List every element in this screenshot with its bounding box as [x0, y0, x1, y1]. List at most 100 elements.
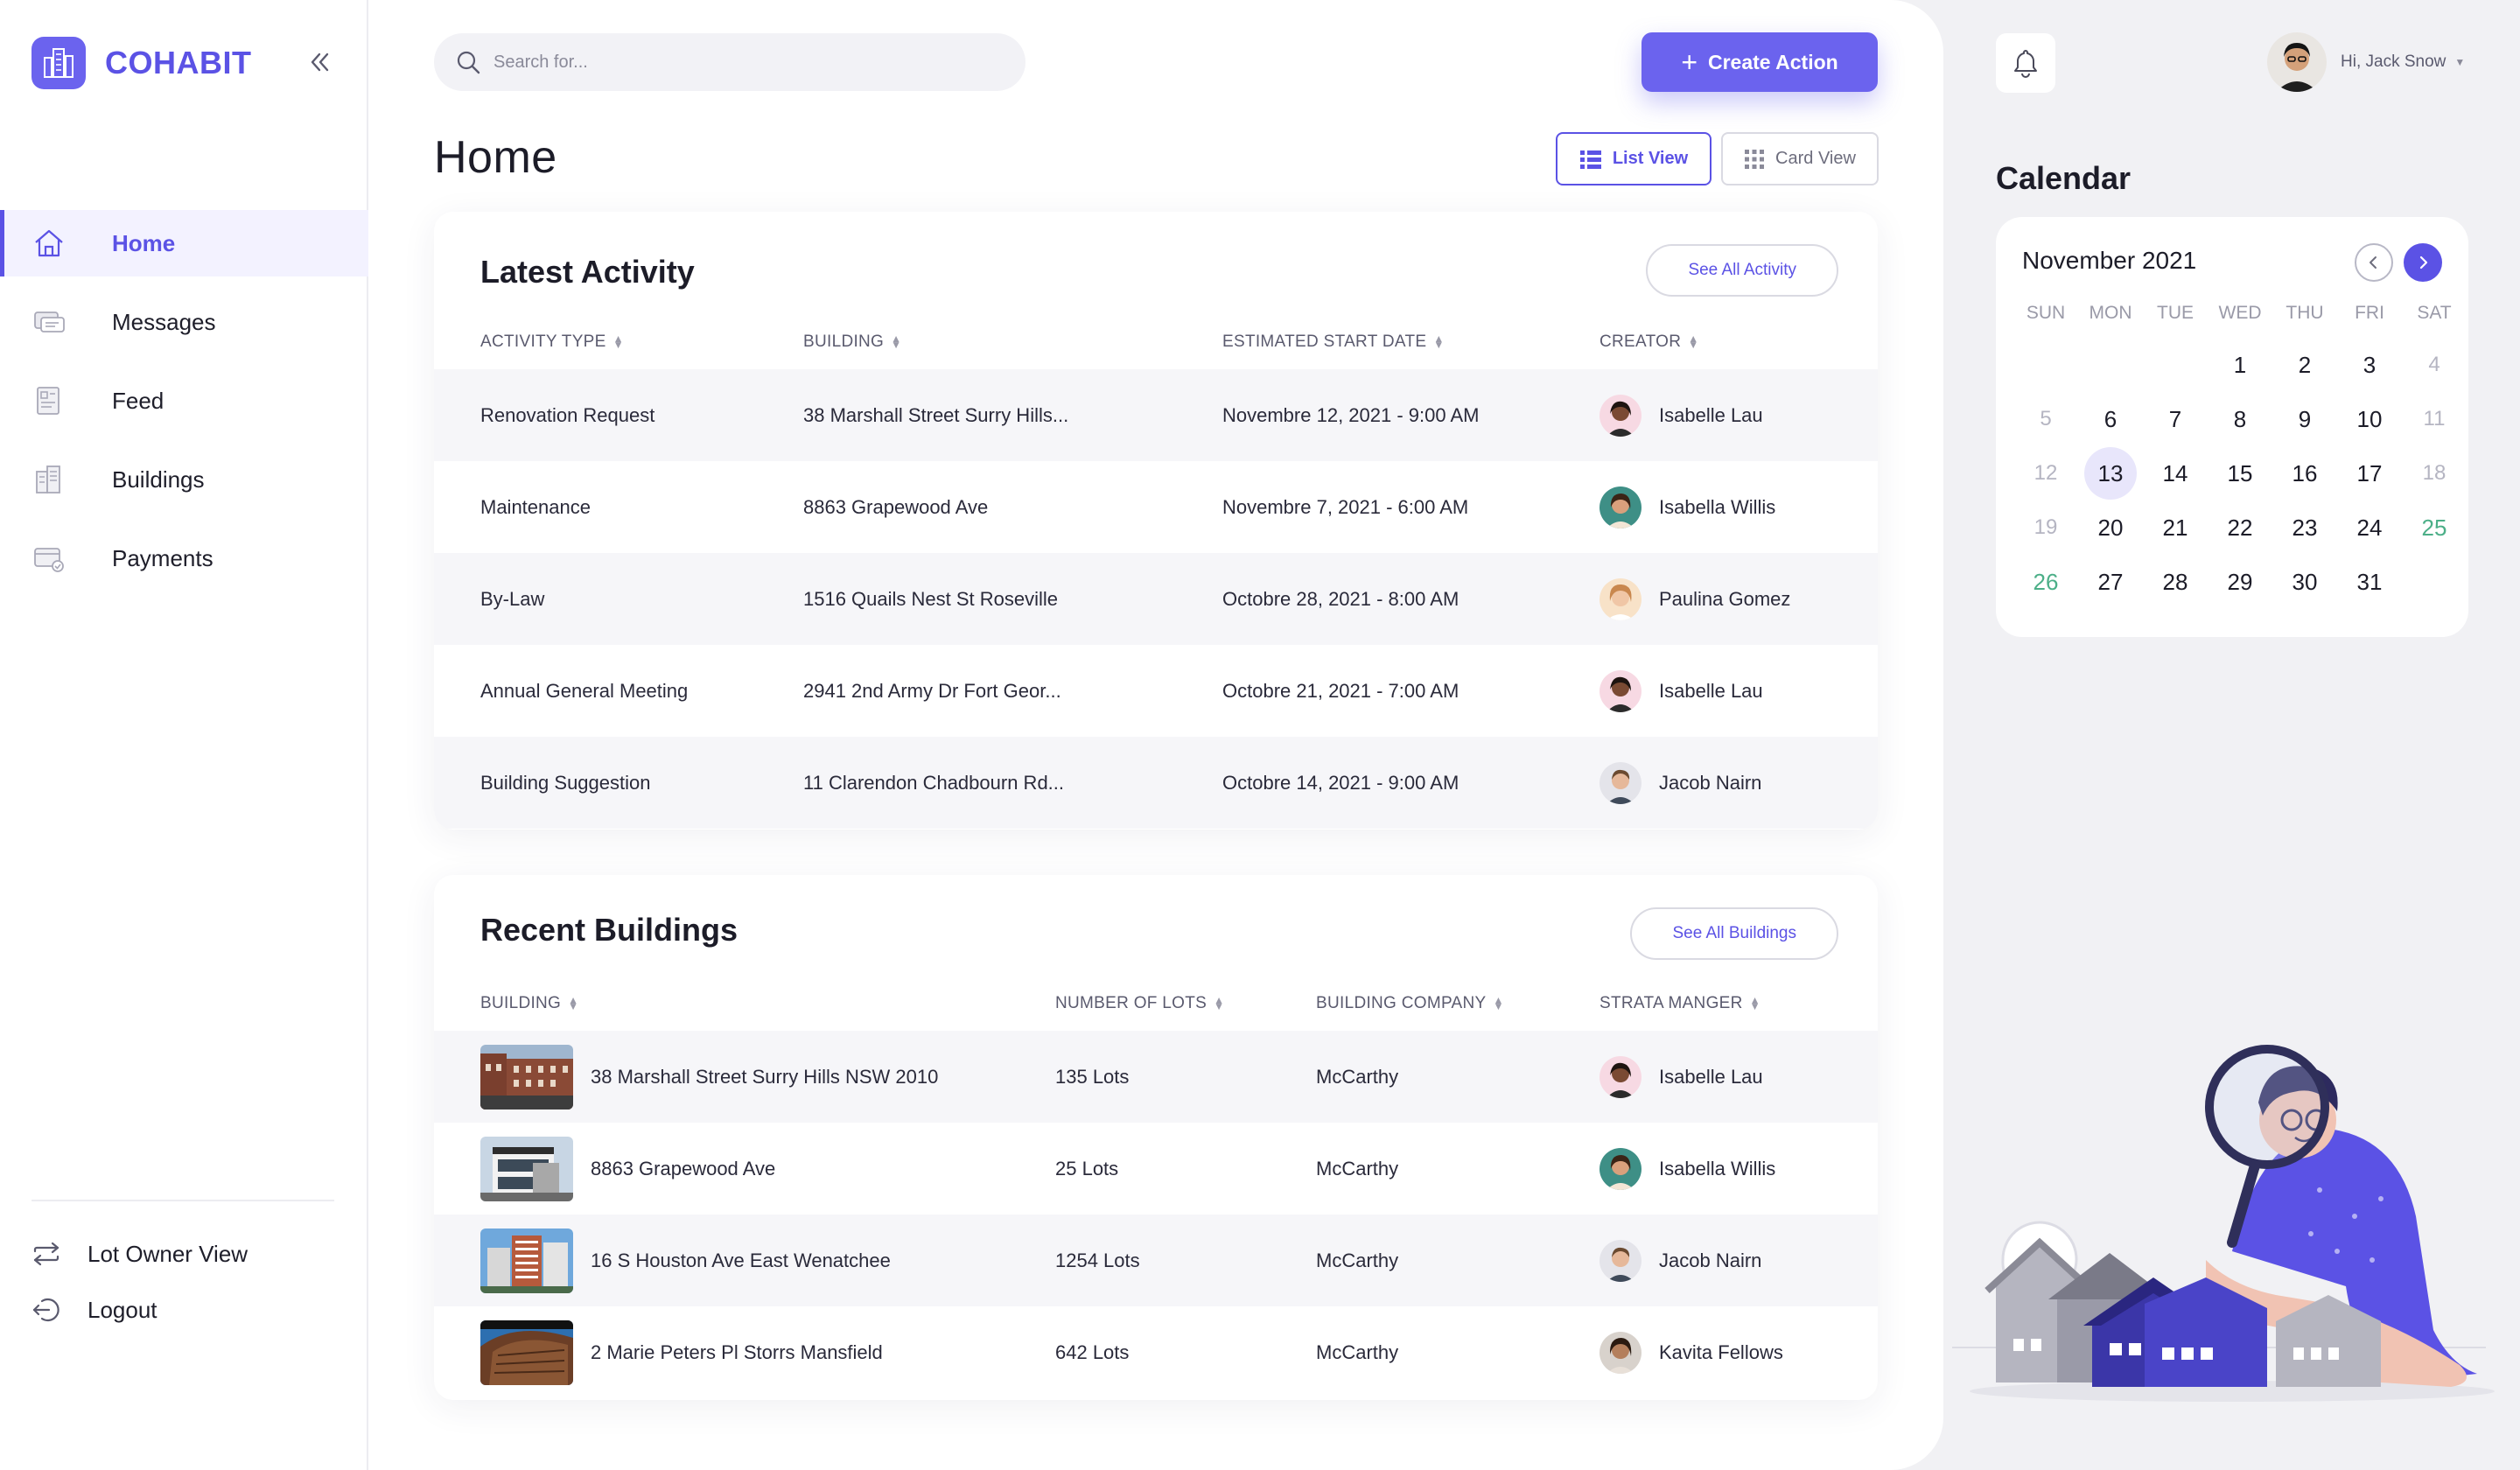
calendar-day[interactable]: 14 [2162, 459, 2188, 486]
calendar-day[interactable]: 27 [2097, 568, 2124, 595]
sidebar: COHABIT Home Messages Feed [0, 0, 368, 1470]
sidebar-item-label: Messages [112, 308, 216, 335]
building-address: 16 S Houston Ave East Wenatchee [591, 1249, 891, 1271]
avatar [1600, 669, 1642, 712]
table-row[interactable]: Renovation Request 38 Marshall Street Su… [434, 369, 1878, 461]
notifications-button[interactable] [1996, 33, 2055, 93]
column-header-activity-type[interactable]: ACTIVITY TYPE ▲ ▼ [480, 332, 624, 352]
column-header-creator[interactable]: CREATOR ▲ ▼ [1600, 332, 1698, 352]
calendar-day[interactable]: 11 [2423, 407, 2446, 430]
column-header-label: BUILDING COMPANY [1316, 994, 1487, 1012]
table-row[interactable]: 8863 Grapewood Ave 25 Lots McCarthy Isab… [434, 1123, 1878, 1214]
feed-icon [32, 383, 66, 418]
calendar-day[interactable]: 15 [2227, 459, 2253, 486]
creator-name: Isabella Willis [1659, 495, 1776, 518]
building-cell: 8863 Grapewood Ave [803, 495, 989, 518]
calendar-day[interactable]: 22 [2227, 514, 2253, 541]
avatar [1600, 761, 1642, 804]
calendar-day[interactable]: 6 [2104, 405, 2118, 432]
table-row[interactable]: By-Law 1516 Quails Nest St Roseville Oct… [434, 553, 1878, 645]
sidebar-item-home[interactable]: Home [0, 210, 368, 276]
building-thumbnail [480, 1320, 573, 1385]
table-row[interactable]: Annual General Meeting 2941 2nd Army Dr … [434, 645, 1878, 737]
calendar-day-selected[interactable]: 13 [2078, 447, 2143, 500]
calendar-card: November 2021 SUN MON TUE WED THU FRI SA… [1996, 217, 2468, 637]
collapse-sidebar-button[interactable] [303, 44, 336, 80]
table-row[interactable]: 2 Marie Peters Pl Storrs Mansfield 642 L… [434, 1306, 1878, 1398]
calendar-day[interactable]: 17 [2356, 459, 2383, 486]
user-menu[interactable]: Hi, Jack Snow ▼ [2267, 32, 2465, 92]
calendar-day[interactable]: 1 [2233, 351, 2247, 378]
sort-icon: ▲ ▼ [1493, 993, 1504, 1012]
building-cell: 38 Marshall Street Surry Hills NSW 2010 [480, 1031, 938, 1123]
calendar-day[interactable]: 12 [2034, 461, 2058, 485]
logout-label: Logout [88, 1296, 158, 1323]
calendar-day-highlighted[interactable]: 25 [2421, 514, 2447, 541]
activity-table-body: Renovation Request 38 Marshall Street Su… [434, 369, 1878, 829]
create-action-button[interactable]: + Create Action [1642, 32, 1878, 92]
column-header-building[interactable]: BUILDING ▲ ▼ [803, 332, 901, 352]
building-cell: 2941 2nd Army Dr Fort Geor... [803, 679, 1061, 702]
calendar-day[interactable]: 2 [2298, 351, 2312, 378]
calendar-day[interactable]: 28 [2162, 568, 2188, 595]
lots-cell: 1254 Lots [1055, 1249, 1140, 1271]
column-header-building-company[interactable]: BUILDING COMPANY ▲ ▼ [1316, 994, 1504, 1013]
calendar-day[interactable]: 16 [2292, 459, 2318, 486]
calendar-day[interactable]: 7 [2168, 405, 2182, 432]
calendar-day[interactable]: 24 [2356, 514, 2383, 541]
calendar-day[interactable]: 29 [2227, 568, 2253, 595]
search-icon [457, 51, 480, 74]
calendar-day[interactable]: 18 [2422, 461, 2446, 485]
manager-name: Isabelle Lau [1659, 1065, 1763, 1088]
messages-icon [32, 304, 66, 340]
activity-table-header: ACTIVITY TYPE ▲ ▼ BUILDING ▲ ▼ ESTIMATED STA… [434, 332, 1878, 359]
switch-icon [33, 1242, 60, 1266]
sidebar-item-messages[interactable]: Messages [0, 289, 368, 355]
calendar-day[interactable]: 30 [2292, 568, 2318, 595]
date-cell: Octobre 21, 2021 - 7:00 AM [1222, 679, 1460, 702]
lot-owner-view-link[interactable]: Lot Owner View [32, 1229, 248, 1278]
search-bar[interactable] [434, 33, 1026, 91]
calendar-day[interactable]: 9 [2298, 405, 2312, 432]
calendar-next-button[interactable] [2404, 243, 2442, 282]
calendar-day[interactable]: 10 [2356, 405, 2383, 432]
card-view-button[interactable]: Card View [1721, 132, 1879, 186]
calendar-day[interactable]: 19 [2034, 515, 2058, 539]
manager-cell: Isabelle Lau [1600, 1031, 1763, 1123]
list-view-button[interactable]: List View [1556, 132, 1712, 186]
search-input[interactable] [494, 52, 984, 73]
sidebar-item-buildings[interactable]: Buildings [0, 446, 368, 513]
calendar-day[interactable]: 8 [2233, 405, 2247, 432]
logout-link[interactable]: Logout [32, 1285, 248, 1334]
brand[interactable]: COHABIT [32, 37, 252, 89]
calendar-day[interactable]: 23 [2292, 514, 2318, 541]
creator-cell: Paulina Gomez [1600, 553, 1790, 645]
sort-icon: ▲ ▼ [1214, 993, 1225, 1012]
column-header-number-of-lots[interactable]: NUMBER OF LOTS ▲ ▼ [1055, 994, 1224, 1013]
column-header-start-date[interactable]: ESTIMATED START DATE ▲ ▼ [1222, 332, 1445, 352]
sidebar-item-feed[interactable]: Feed [0, 368, 368, 434]
calendar-day-highlighted[interactable]: 26 [2033, 568, 2059, 595]
table-row[interactable]: 16 S Houston Ave East Wenatchee 1254 Lot… [434, 1214, 1878, 1306]
calendar-day[interactable]: 5 [2040, 407, 2052, 430]
calendar-day[interactable]: 3 [2362, 351, 2376, 378]
calendar-title: Calendar [1996, 160, 2132, 196]
avatar [1600, 1055, 1642, 1098]
column-header-building[interactable]: BUILDING ▲ ▼ [480, 994, 578, 1013]
table-row[interactable]: Maintenance 8863 Grapewood Ave Novembre … [434, 461, 1878, 553]
sidebar-item-payments[interactable]: Payments [0, 525, 368, 592]
building-cell: 1516 Quails Nest St Roseville [803, 587, 1059, 610]
column-header-strata-manager[interactable]: STRATA MANGER ▲ ▼ [1600, 994, 1760, 1013]
see-all-buildings-button[interactable]: See All Buildings [1630, 907, 1838, 960]
table-row[interactable]: Building Suggestion 11 Clarendon Chadbou… [434, 737, 1878, 829]
avatar [1600, 1239, 1642, 1282]
calendar-day[interactable]: 20 [2097, 514, 2124, 541]
calendar-prev-button[interactable] [2355, 243, 2393, 282]
table-row[interactable]: 38 Marshall Street Surry Hills NSW 2010 … [434, 1031, 1878, 1123]
calendar-day[interactable]: 21 [2162, 514, 2188, 541]
see-all-activity-button[interactable]: See All Activity [1646, 244, 1838, 297]
calendar-day[interactable]: 31 [2356, 568, 2383, 595]
sidebar-divider [32, 1200, 334, 1201]
calendar-day[interactable]: 4 [2428, 353, 2440, 376]
weekday-label: TUE [2157, 303, 2194, 323]
